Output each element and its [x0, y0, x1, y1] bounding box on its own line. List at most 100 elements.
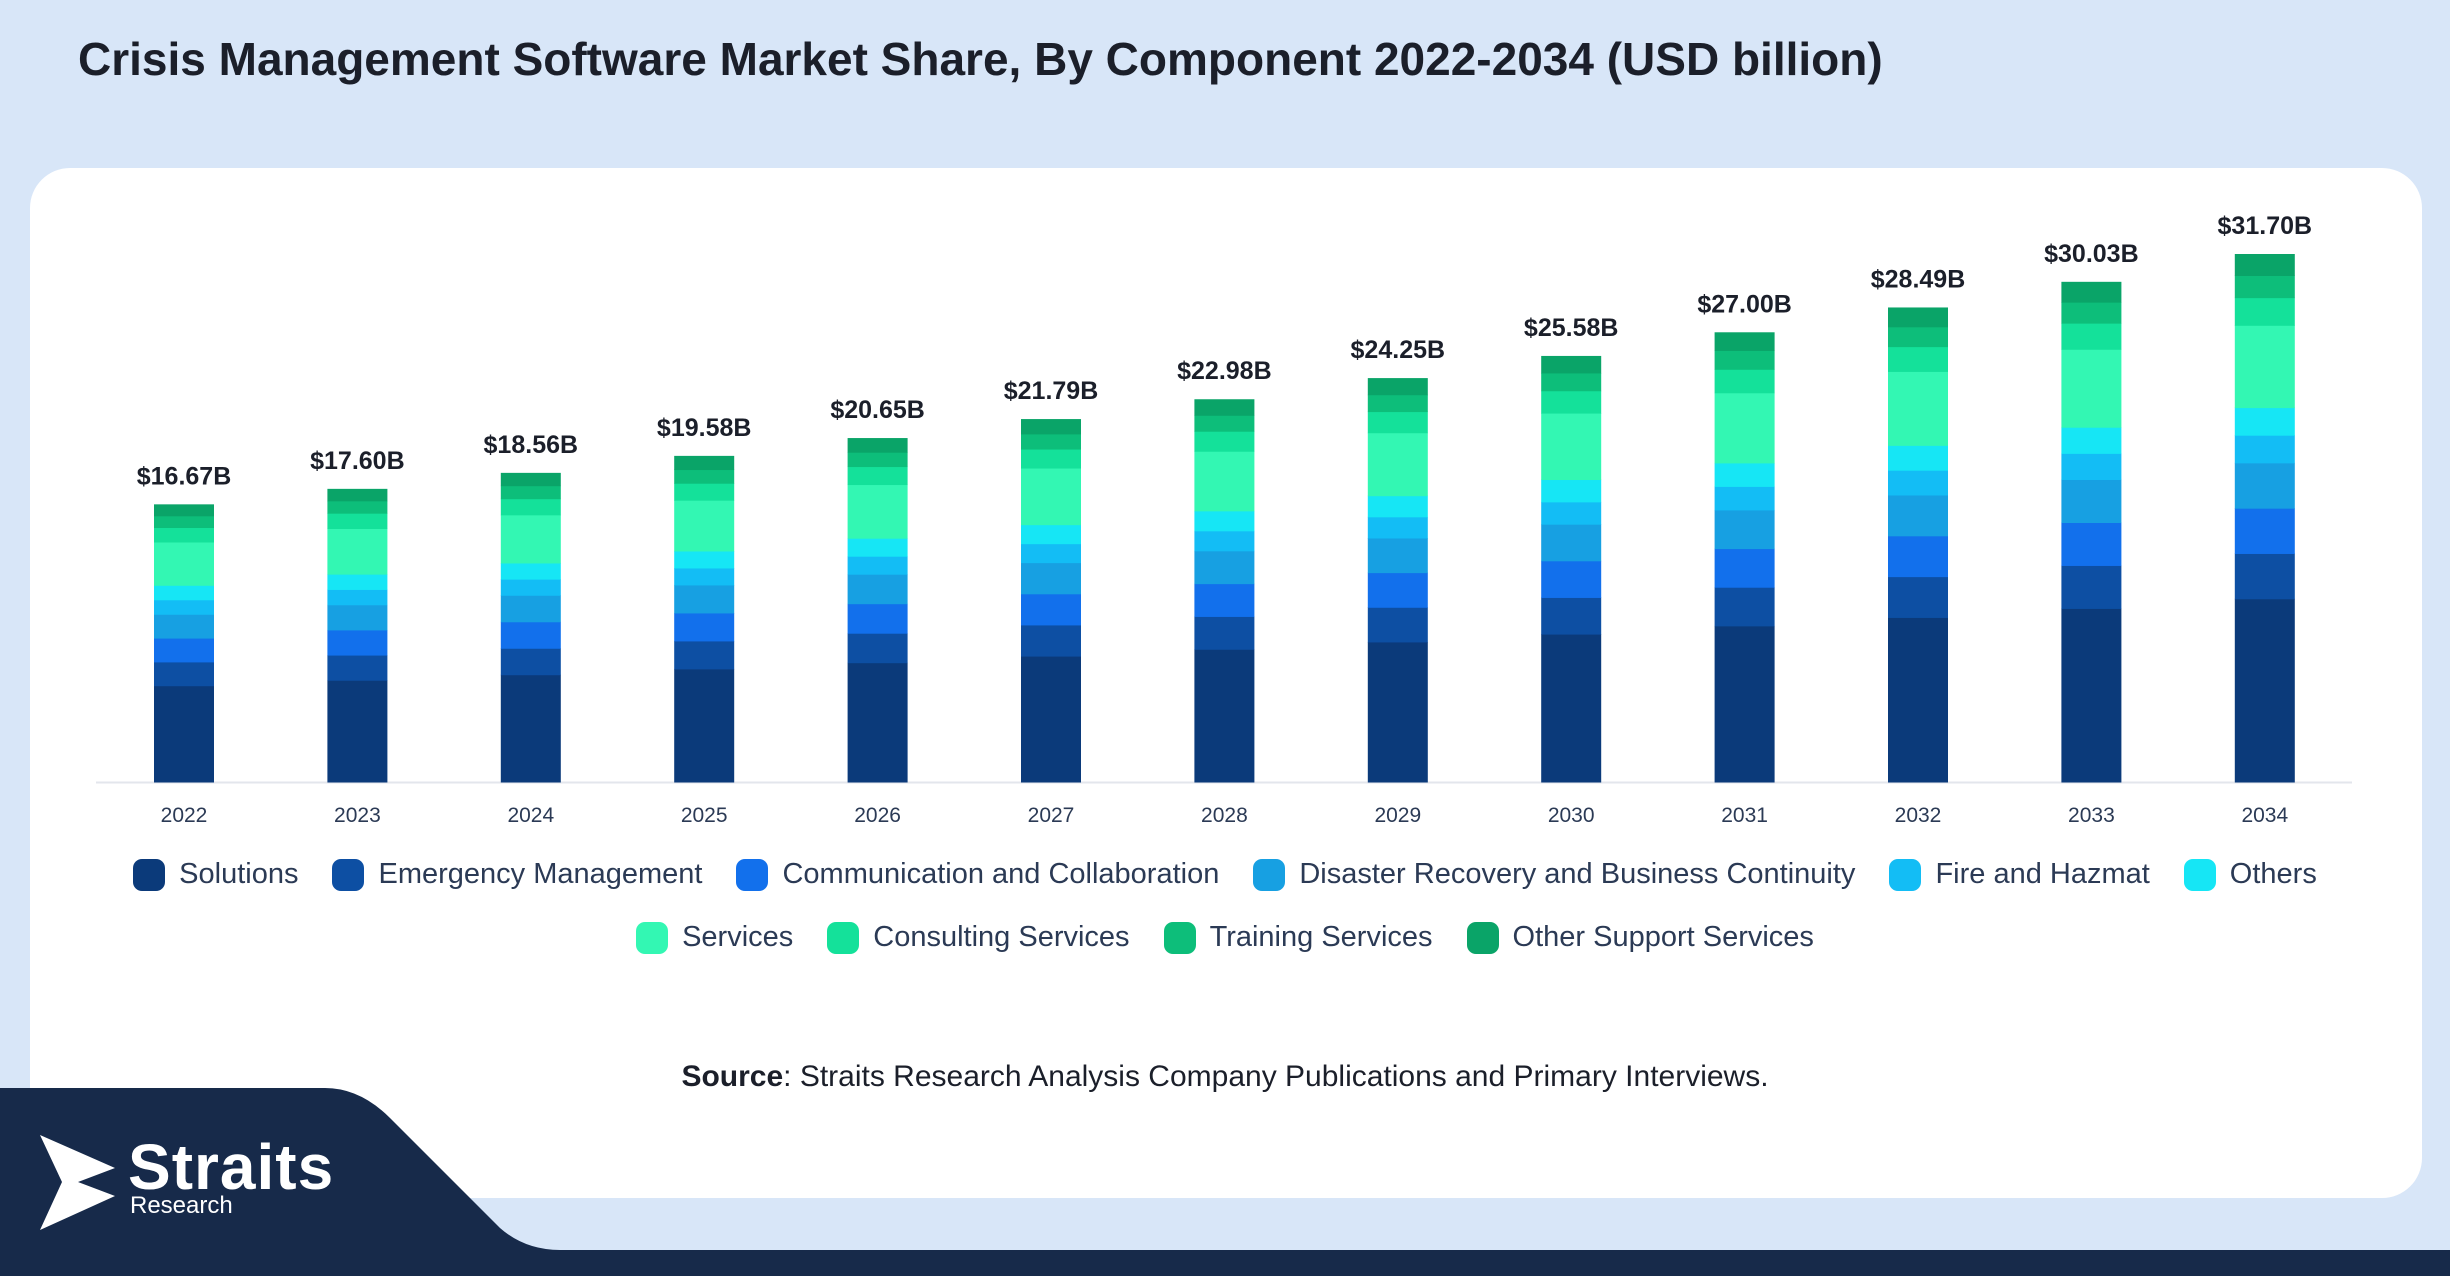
- bar-segment: [1367, 537, 1428, 574]
- bar-segment: [1021, 593, 1081, 626]
- bar-segment: [2234, 435, 2295, 464]
- bar-segment: [1714, 587, 1775, 627]
- bar-segment: [2061, 608, 2122, 783]
- legend-swatch: [133, 858, 166, 891]
- bar-segment: [1541, 501, 1602, 525]
- bar-segment: [1367, 516, 1428, 539]
- bar-segment: [1714, 350, 1775, 370]
- bar-segment: [1021, 419, 1081, 435]
- bar-segment: [1714, 486, 1775, 511]
- bar-segment: [1367, 394, 1428, 413]
- bar-segment: [1194, 415, 1255, 432]
- bar-segment: [500, 621, 561, 649]
- x-tick-label: 2031: [1721, 804, 1768, 827]
- bar-segment: [1888, 470, 1948, 496]
- bar-segment: [2234, 297, 2295, 326]
- bar-segment: [327, 680, 388, 783]
- bar-segment: [2234, 508, 2295, 554]
- footer-dark-shape: [0, 1088, 2450, 1276]
- bar-segment: [1541, 372, 1602, 392]
- bar-segment: [1367, 572, 1428, 608]
- bar-segment: [1888, 326, 1948, 348]
- bar-segment: [500, 579, 561, 596]
- bar-segment: [500, 595, 561, 623]
- bar-segment: [327, 574, 388, 590]
- bar-segment: [327, 604, 388, 631]
- logo-name: Straits: [128, 1131, 335, 1203]
- x-tick-label: 2026: [854, 804, 901, 827]
- bar-segment: [154, 685, 214, 783]
- bar-segment: [154, 599, 214, 615]
- bar-segment: [1194, 431, 1255, 452]
- bar-segment: [1541, 560, 1602, 598]
- legend-item: Other Support Services: [1466, 921, 1814, 954]
- bar-segment: [847, 438, 908, 453]
- bar-segment: [1541, 597, 1602, 635]
- bar-total-label: $17.60B: [310, 447, 405, 475]
- legend-swatch: [636, 921, 669, 954]
- bar-segment: [1367, 607, 1428, 643]
- bar-segment: [1541, 634, 1602, 783]
- bar-segment: [847, 466, 908, 486]
- bar-segment: [154, 541, 214, 586]
- bar-segment: [2061, 522, 2122, 566]
- bar-segment: [1194, 649, 1255, 783]
- bar-segment: [500, 485, 561, 500]
- bar-segment: [327, 589, 388, 606]
- legend-swatch: [1253, 858, 1286, 891]
- legend-label: Solutions: [179, 858, 299, 890]
- bar-segment: [1194, 616, 1255, 650]
- bar-segment: [1194, 550, 1255, 585]
- legend-label: Disaster Recovery and Business Continuit…: [1299, 858, 1856, 890]
- legend-label: Consulting Services: [873, 921, 1130, 953]
- bar-segment: [2234, 462, 2295, 509]
- legend-label: Fire and Hazmat: [1935, 858, 2150, 890]
- bar-segment: [1367, 411, 1428, 434]
- bar-segment: [500, 648, 561, 676]
- bar-segment: [2061, 479, 2122, 523]
- bar-segment: [674, 584, 735, 614]
- bar-segment: [1714, 625, 1775, 783]
- bar-segment: [1541, 390, 1602, 414]
- bar-segment: [1194, 399, 1255, 416]
- bar-segment: [1888, 535, 1948, 578]
- legend-label: Other Support Services: [1512, 921, 1814, 953]
- bar-segment: [1367, 378, 1428, 396]
- bar-segment: [327, 513, 388, 529]
- legend-swatch: [2183, 858, 2216, 891]
- bar-segment: [154, 515, 214, 528]
- bar-total-label: $19.58B: [657, 414, 752, 442]
- bar-segment: [1541, 413, 1602, 481]
- bar-total-label: $31.70B: [2218, 212, 2313, 240]
- bar-segment: [2234, 407, 2295, 436]
- x-tick-label: 2025: [681, 804, 728, 827]
- bar-segment: [2234, 553, 2295, 600]
- bar-segment: [847, 538, 908, 557]
- bar-segment: [847, 484, 908, 539]
- bar-segment: [2061, 427, 2122, 454]
- bar-segment: [2061, 565, 2122, 609]
- bar-segment: [1888, 307, 1948, 328]
- bar-segment: [327, 629, 388, 656]
- legend-label: Training Services: [1209, 921, 1433, 953]
- bar-segment: [327, 488, 388, 502]
- bar-segment: [1021, 433, 1081, 450]
- bar-segment: [500, 562, 561, 580]
- bar-total-label: $16.67B: [137, 462, 232, 490]
- bar-segment: [674, 550, 735, 569]
- bar-total-label: $28.49B: [1871, 265, 1966, 293]
- bar-segment: [1888, 371, 1948, 446]
- x-tick-label: 2032: [1895, 804, 1942, 827]
- bar-segment: [2234, 254, 2295, 276]
- bar-segment: [500, 674, 561, 783]
- bar-segment: [1888, 495, 1948, 537]
- bar-segment: [1541, 355, 1602, 374]
- legend-label: Others: [2229, 858, 2317, 890]
- legend-row: Solutions Emergency Management Communicati…: [133, 858, 2317, 891]
- legend-item: Disaster Recovery and Business Continuit…: [1253, 858, 1855, 891]
- legend-row: Services Consulting Services Training Serv…: [636, 921, 1814, 954]
- legend-item: Services: [636, 921, 793, 954]
- chart-title: Crisis Management Software Market Share,…: [78, 33, 1883, 85]
- bar-segment: [674, 455, 735, 471]
- legend-label: Services: [682, 921, 794, 953]
